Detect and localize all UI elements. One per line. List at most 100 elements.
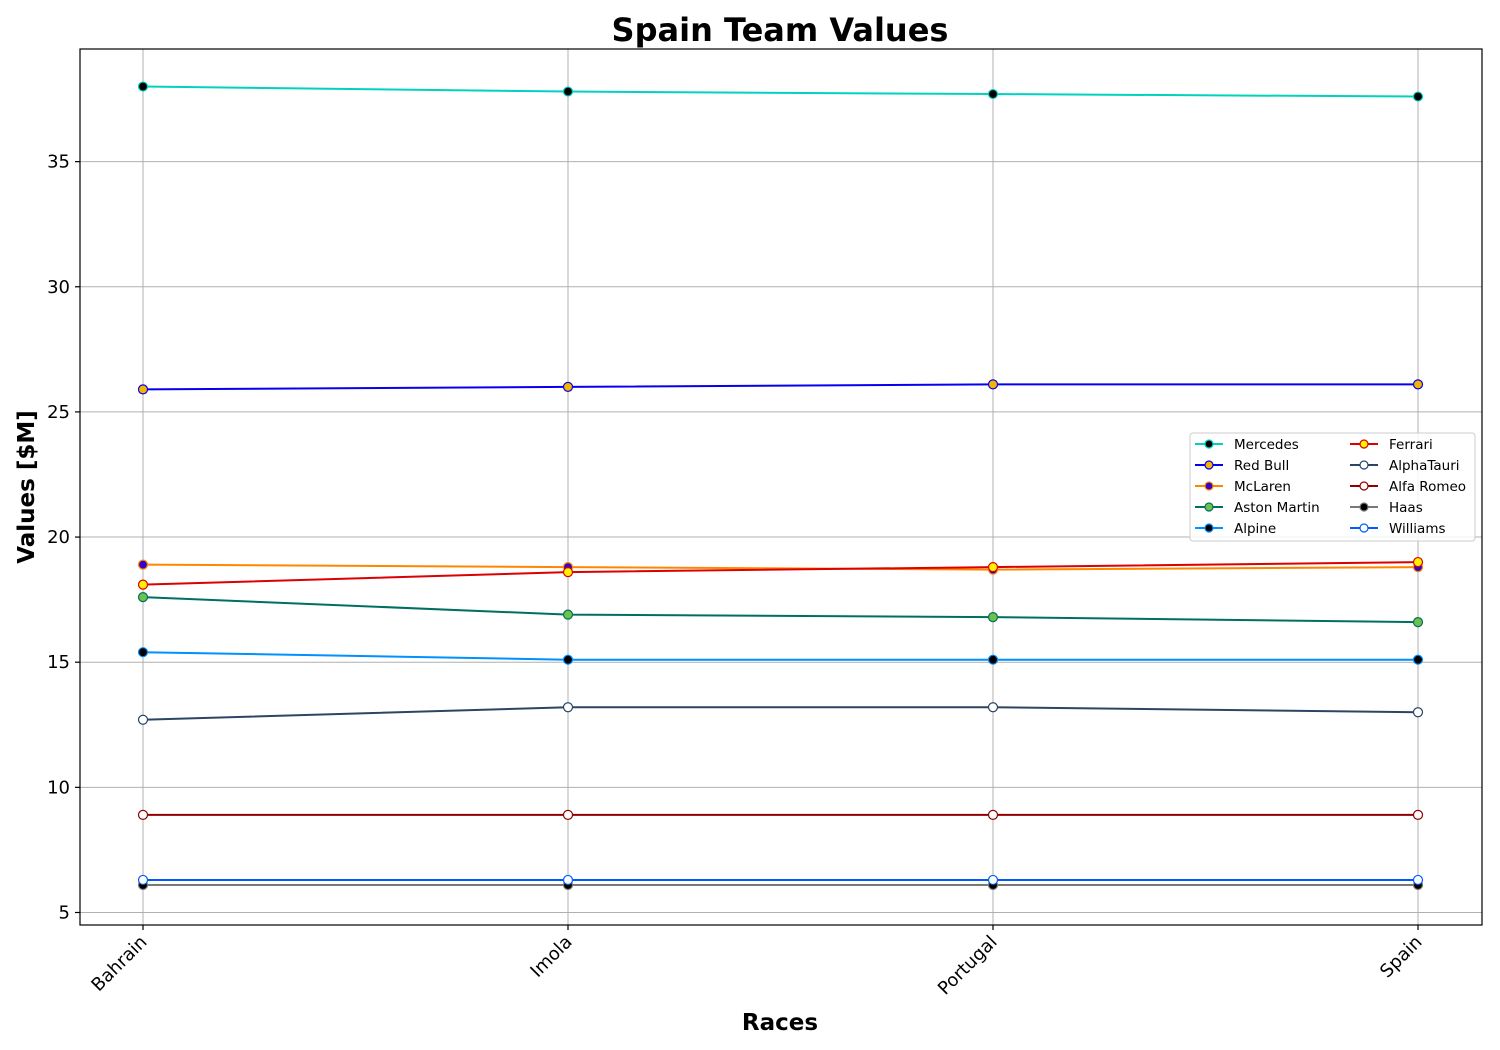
data-point-ferrari bbox=[1412, 556, 1424, 568]
legend-item-mclaren: McLaren bbox=[1195, 479, 1291, 495]
data-point-mclaren bbox=[137, 559, 149, 570]
y-tick-label: 25 bbox=[47, 402, 70, 423]
data-point-ferrari bbox=[562, 566, 574, 578]
data-point-alphatauri bbox=[1412, 707, 1424, 718]
data-point-alfa-romeo bbox=[562, 809, 574, 820]
series-aston-martin bbox=[137, 592, 1424, 628]
data-point-mercedes bbox=[137, 81, 149, 92]
data-point-williams bbox=[1412, 874, 1424, 886]
legend-swatch-marker bbox=[1204, 481, 1214, 491]
data-point-red-bull bbox=[987, 379, 999, 390]
y-tick-label: 30 bbox=[47, 277, 70, 298]
legend-item-mercedes: Mercedes bbox=[1195, 437, 1299, 453]
chart-title: Spain Team Values bbox=[612, 11, 949, 49]
data-point-alphatauri bbox=[137, 714, 149, 725]
data-point-red-bull bbox=[137, 384, 149, 395]
legend-label: Red Bull bbox=[1234, 458, 1289, 474]
legend-label: Aston Martin bbox=[1234, 500, 1320, 516]
data-point-alfa-romeo bbox=[137, 809, 149, 820]
data-point-mercedes bbox=[562, 86, 574, 97]
legend-label: Williams bbox=[1389, 521, 1446, 537]
series-williams bbox=[137, 874, 1424, 886]
legend-box bbox=[1189, 432, 1476, 542]
series-alfa-romeo bbox=[137, 809, 1424, 820]
data-point-williams bbox=[137, 874, 149, 886]
data-point-alpine bbox=[562, 654, 574, 665]
axis-ticks: 5 10 15 20 25 30 35 Bahrain Imola Portugal Spain bbox=[47, 152, 1426, 1000]
series-line-aston-martin bbox=[142, 596, 1419, 624]
x-axis-label: Races bbox=[742, 1010, 818, 1036]
legend-swatch-marker bbox=[1359, 523, 1369, 533]
legend: Mercedes Red Bull McLaren Aston Martin Alpin… bbox=[1189, 432, 1476, 542]
legend-item-aston-martin: Aston Martin bbox=[1195, 500, 1320, 516]
data-point-alfa-romeo bbox=[1412, 809, 1424, 820]
series-line-alphatauri bbox=[142, 706, 1419, 721]
legend-swatch-marker bbox=[1204, 523, 1214, 533]
legend-swatch-marker bbox=[1204, 439, 1214, 449]
series-ferrari bbox=[137, 556, 1424, 590]
series-line-alpine bbox=[142, 651, 1418, 661]
legend-swatch-marker bbox=[1204, 460, 1214, 470]
y-tick-label: 10 bbox=[47, 777, 70, 798]
data-point-aston-martin bbox=[1412, 617, 1424, 628]
x-tick-label: Portugal bbox=[934, 932, 1002, 1000]
plot-frame bbox=[79, 48, 1483, 926]
x-tick-label: Imola bbox=[526, 932, 576, 982]
legend-label: Ferrari bbox=[1389, 437, 1433, 453]
data-point-ferrari bbox=[137, 579, 149, 590]
data-point-alphatauri bbox=[562, 702, 574, 713]
legend-label: Alpine bbox=[1234, 521, 1276, 537]
legend-label: Haas bbox=[1389, 500, 1423, 516]
x-tick-label: Bahrain bbox=[87, 932, 151, 996]
legend-item-williams: Williams bbox=[1350, 521, 1446, 537]
y-tick-label: 35 bbox=[47, 152, 70, 173]
legend-swatch-marker bbox=[1359, 460, 1369, 470]
legend-swatch-marker bbox=[1204, 502, 1214, 512]
legend-item-alfa-romeo: Alfa Romeo bbox=[1350, 479, 1466, 495]
data-point-mercedes bbox=[987, 88, 999, 100]
series-haas bbox=[137, 879, 1424, 891]
data-point-alfa-romeo bbox=[987, 809, 999, 820]
data-point-alphatauri bbox=[987, 702, 999, 713]
series-line-red-bull bbox=[142, 383, 1418, 391]
data-point-aston-martin bbox=[987, 612, 999, 623]
data-point-red-bull bbox=[562, 381, 574, 392]
legend-swatch-marker bbox=[1359, 439, 1369, 449]
data-point-red-bull bbox=[1412, 379, 1424, 390]
data-point-alpine bbox=[137, 647, 149, 658]
legend-label: Alfa Romeo bbox=[1389, 479, 1466, 495]
legend-item-haas: Haas bbox=[1350, 500, 1423, 516]
y-tick-label: 5 bbox=[59, 902, 70, 923]
legend-label: AlphaTauri bbox=[1389, 458, 1460, 474]
y-tick-label: 20 bbox=[47, 527, 70, 548]
series-mercedes bbox=[137, 81, 1424, 102]
legend-swatch-marker bbox=[1359, 502, 1369, 512]
legend-item-ferrari: Ferrari bbox=[1350, 437, 1433, 453]
series-alpine bbox=[137, 647, 1424, 665]
data-point-alpine bbox=[987, 654, 999, 665]
series-red-bull bbox=[137, 379, 1424, 395]
data-point-mercedes bbox=[1412, 91, 1424, 102]
series-line-ferrari bbox=[142, 561, 1419, 586]
series-mclaren bbox=[137, 559, 1424, 575]
grid-lines bbox=[80, 49, 1482, 925]
series-alphatauri bbox=[137, 702, 1424, 725]
series-line-mercedes bbox=[142, 85, 1419, 98]
series-lines bbox=[137, 81, 1424, 891]
legend-label: McLaren bbox=[1234, 479, 1291, 495]
series-line-mclaren bbox=[142, 563, 1419, 571]
legend-item-alpine: Alpine bbox=[1195, 521, 1276, 537]
data-point-ferrari bbox=[987, 561, 999, 573]
y-tick-label: 15 bbox=[47, 652, 70, 673]
y-axis-label: Values [$M] bbox=[14, 410, 40, 564]
data-point-williams bbox=[987, 874, 999, 886]
legend-swatch-marker bbox=[1359, 481, 1369, 491]
data-point-alpine bbox=[1412, 654, 1424, 665]
data-point-aston-martin bbox=[137, 592, 149, 603]
legend-item-red-bull: Red Bull bbox=[1195, 458, 1289, 474]
x-tick-label: Spain bbox=[1376, 932, 1426, 982]
data-point-williams bbox=[562, 874, 574, 886]
legend-item-alphatauri: AlphaTauri bbox=[1350, 458, 1460, 474]
legend-label: Mercedes bbox=[1234, 437, 1299, 453]
